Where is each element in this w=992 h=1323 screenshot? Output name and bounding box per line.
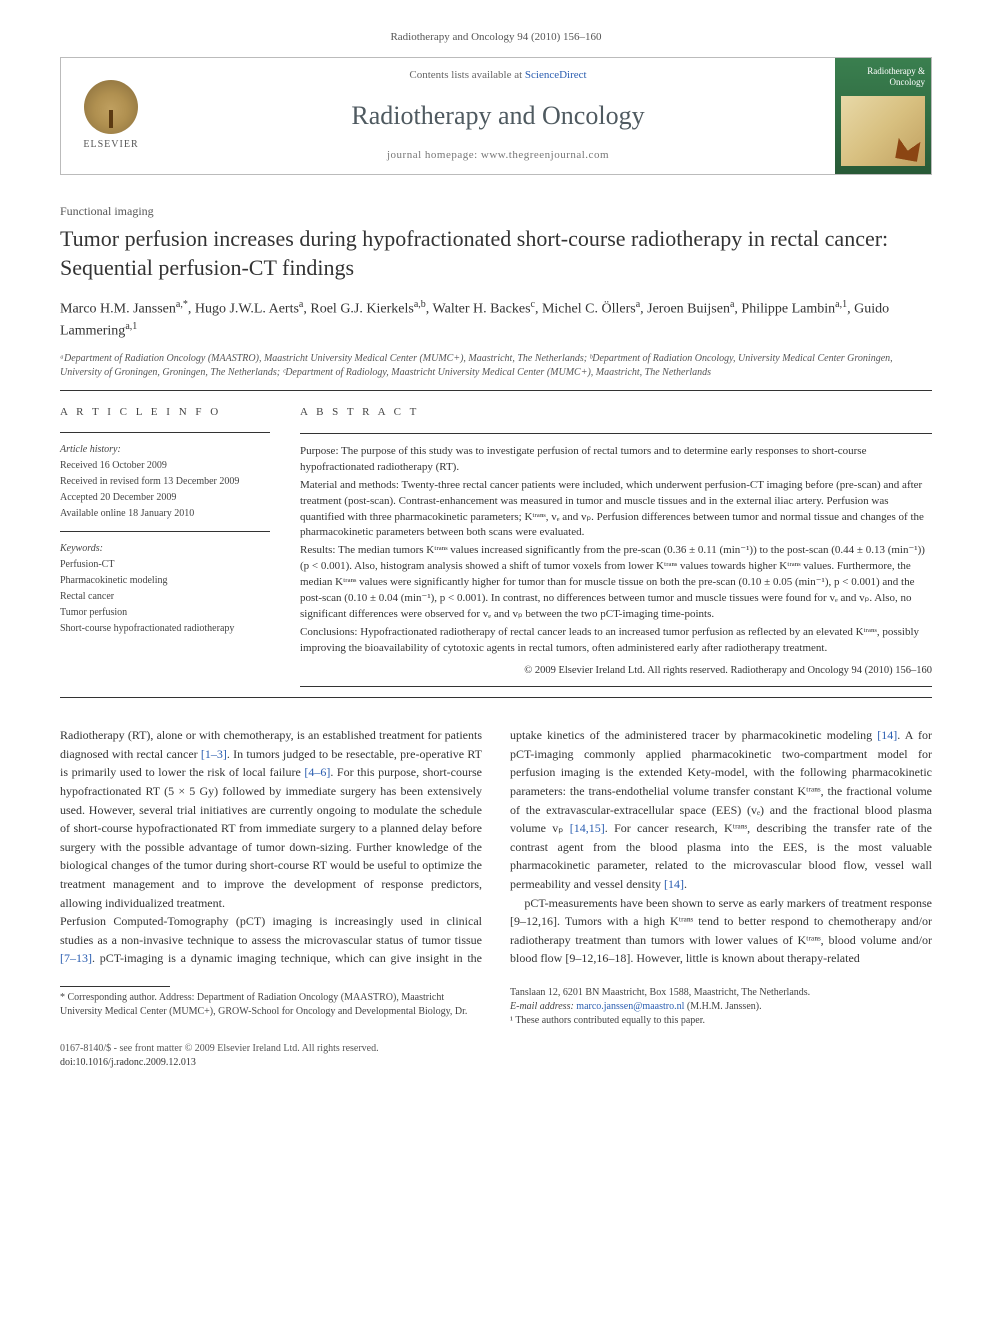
article-title: Tumor perfusion increases during hypofra… [60,225,932,282]
header-center: Contents lists available at ScienceDirec… [161,58,835,173]
journal-reference: Radiotherapy and Oncology 94 (2010) 156–… [60,30,932,45]
keyword: Short-course hypofractionated radiothera… [60,622,270,636]
email-label: E-mail address: [510,1001,576,1012]
info-abstract-row: A R T I C L E I N F O Article history: R… [60,405,932,687]
abstract-rule-top [300,433,932,434]
divider-rule [60,390,932,391]
abstract-results: Results: The median tumors Kᵗʳᵃⁿˢ values… [300,543,932,623]
history-online: Available online 18 January 2010 [60,507,270,521]
footnotes: * Corresponding author. Address: Departm… [60,986,932,1028]
body-text-columns: Radiotherapy (RT), alone or with chemoth… [60,726,932,968]
history-revised: Received in revised form 13 December 200… [60,475,270,489]
journal-title: Radiotherapy and Oncology [351,98,644,134]
info-rule [60,432,270,433]
footnote-rule [60,986,170,987]
history-accepted: Accepted 20 December 2009 [60,491,270,505]
keywords-heading: Keywords: [60,542,270,556]
abstract-methods: Material and methods: Twenty-three recta… [300,478,932,542]
affiliations: ᵃDepartment of Radiation Oncology (MAAST… [60,352,932,380]
elsevier-tree-icon [84,80,138,134]
elsevier-wordmark: ELSEVIER [83,138,138,152]
history-received: Received 16 October 2009 [60,459,270,473]
contents-available-line: Contents lists available at ScienceDirec… [409,68,586,83]
equal-contribution: ¹ These authors contributed equally to t… [510,1014,932,1028]
section-label: Functional imaging [60,203,932,220]
journal-header-box: ELSEVIER Contents lists available at Sci… [60,57,932,174]
keyword: Tumor perfusion [60,606,270,620]
divider-rule-2 [60,697,932,698]
info-rule-2 [60,531,270,532]
journal-cover-thumb: Radiotherapy & Oncology [835,58,931,173]
sciencedirect-link[interactable]: ScienceDirect [525,69,587,81]
abstract-copyright: © 2009 Elsevier Ireland Ltd. All rights … [300,663,932,678]
abstract-conclusions: Conclusions: Hypofractionated radiothera… [300,625,932,657]
abstract-column: A B S T R A C T Purpose: The purpose of … [300,405,932,687]
keyword: Pharmacokinetic modeling [60,574,270,588]
article-info-column: A R T I C L E I N F O Article history: R… [60,405,270,687]
email-suffix: (M.H.M. Janssen). [684,1001,761,1012]
keyword: Rectal cancer [60,590,270,604]
body-para: Radiotherapy (RT), alone or with chemoth… [60,726,482,912]
body-para: pCT-measurements have been shown to serv… [510,894,932,968]
cover-image-icon [841,96,925,166]
footer-bar: 0167-8140/$ - see front matter © 2009 El… [60,1042,932,1070]
abstract-heading: A B S T R A C T [300,405,932,421]
article-info-heading: A R T I C L E I N F O [60,405,270,420]
front-matter-line: 0167-8140/$ - see front matter © 2009 El… [60,1042,379,1056]
abstract-rule-bottom [300,686,932,687]
elsevier-logo: ELSEVIER [61,58,161,173]
email-link[interactable]: marco.janssen@maastro.nl [576,1001,684,1012]
author-list: Marco H.M. Janssena,*, Hugo J.W.L. Aerts… [60,297,932,342]
footer-left: 0167-8140/$ - see front matter © 2009 El… [60,1042,379,1070]
email-line: E-mail address: marco.janssen@maastro.nl… [510,1000,932,1014]
contents-prefix: Contents lists available at [409,69,524,81]
doi-line: doi:10.1016/j.radonc.2009.12.013 [60,1056,379,1070]
abstract-purpose: Purpose: The purpose of this study was t… [300,444,932,476]
journal-homepage-line: journal homepage: www.thegreenjournal.co… [387,148,609,163]
history-heading: Article history: [60,443,270,457]
cover-title: Radiotherapy & Oncology [841,66,925,88]
keyword: Perfusion-CT [60,558,270,572]
